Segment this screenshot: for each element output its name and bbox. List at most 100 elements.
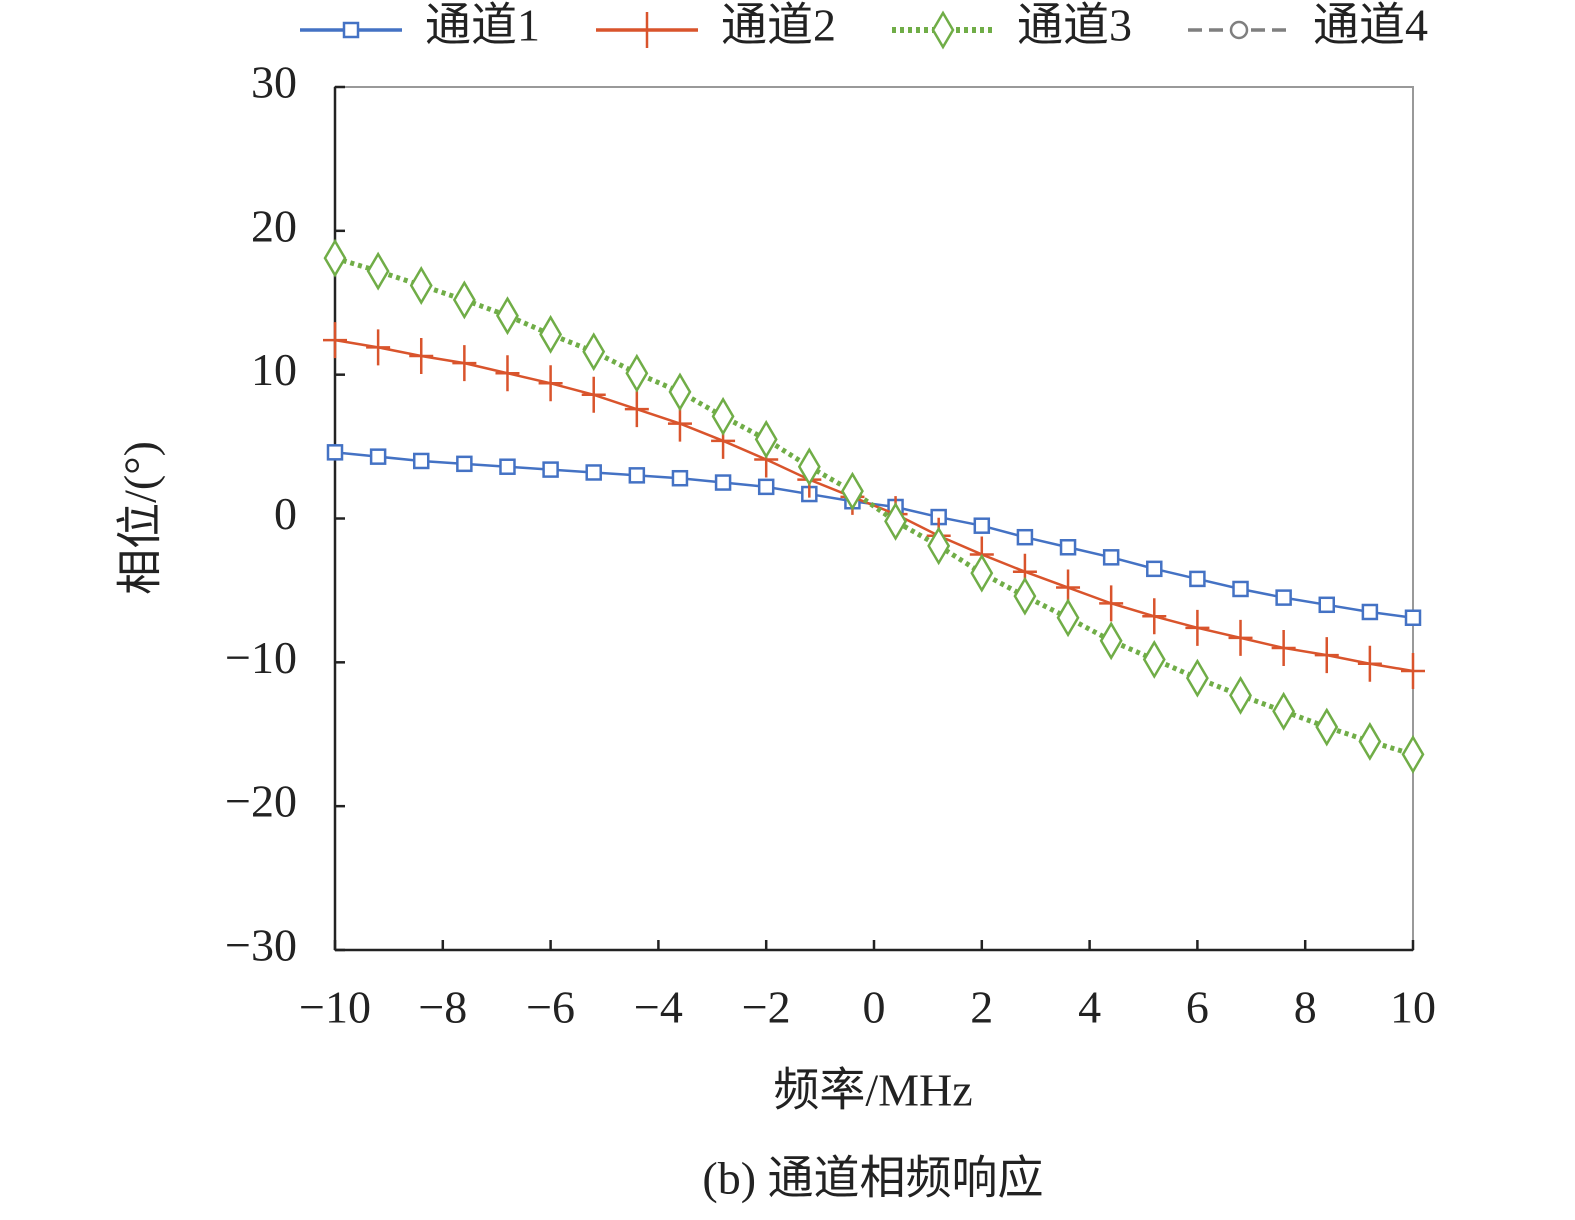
marker-shape bbox=[1401, 734, 1425, 774]
marker-shape bbox=[582, 332, 606, 372]
x-tick-label: −2 bbox=[742, 982, 791, 1033]
marker bbox=[409, 337, 434, 374]
marker bbox=[1229, 675, 1252, 715]
marker bbox=[973, 517, 991, 534]
marker-shape bbox=[369, 448, 387, 465]
marker-shape bbox=[628, 467, 646, 484]
marker-shape bbox=[931, 10, 955, 50]
marker-shape bbox=[1228, 619, 1253, 656]
marker bbox=[499, 458, 516, 475]
series-line bbox=[334, 255, 1414, 757]
marker-shape bbox=[409, 266, 433, 305]
marker-shape bbox=[323, 238, 347, 278]
marker-shape bbox=[1275, 589, 1292, 606]
legend-label: 通道3 bbox=[1017, 0, 1132, 51]
marker-shape bbox=[1232, 580, 1249, 598]
marker bbox=[1142, 598, 1167, 635]
marker-shape bbox=[1314, 637, 1339, 674]
x-tick-label: 10 bbox=[1390, 982, 1436, 1033]
marker bbox=[1016, 528, 1034, 546]
marker bbox=[323, 238, 347, 278]
marker-shape bbox=[1099, 585, 1124, 622]
x-tick-label: −10 bbox=[299, 982, 371, 1033]
marker-shape bbox=[970, 553, 994, 593]
marker-shape bbox=[671, 469, 689, 487]
y-axis-label: 相位/(°) bbox=[115, 441, 166, 595]
marker bbox=[714, 474, 732, 491]
marker-shape bbox=[499, 458, 516, 475]
marker-shape bbox=[323, 322, 347, 359]
marker-shape bbox=[452, 345, 477, 382]
marker-shape bbox=[1361, 603, 1379, 621]
marker bbox=[1314, 637, 1339, 674]
marker-shape bbox=[1059, 539, 1077, 556]
marker bbox=[711, 396, 735, 436]
marker bbox=[1013, 576, 1037, 616]
marker bbox=[342, 21, 360, 39]
marker-shape bbox=[539, 314, 563, 354]
marker-shape bbox=[711, 396, 735, 436]
y-tick-label: 20 bbox=[251, 200, 297, 251]
marker bbox=[635, 12, 659, 48]
marker-shape bbox=[668, 372, 692, 412]
marker-shape bbox=[542, 461, 559, 478]
marker-shape bbox=[409, 337, 434, 374]
marker bbox=[456, 455, 473, 473]
marker bbox=[1099, 621, 1123, 661]
marker bbox=[1272, 691, 1296, 731]
y-tick-label: 30 bbox=[251, 57, 297, 108]
caption: (b) 通道相频响应 bbox=[702, 1153, 1043, 1204]
marker bbox=[1099, 585, 1124, 622]
marker bbox=[1271, 629, 1296, 666]
marker-shape bbox=[927, 526, 951, 566]
marker-shape bbox=[840, 471, 864, 511]
marker-shape bbox=[1229, 20, 1249, 40]
marker bbox=[412, 452, 430, 470]
marker-shape bbox=[754, 419, 778, 459]
marker-shape bbox=[1318, 596, 1336, 614]
x-tick-label: 2 bbox=[970, 982, 993, 1033]
marker bbox=[1315, 707, 1339, 747]
marker-shape bbox=[1056, 598, 1080, 638]
marker bbox=[323, 322, 347, 359]
marker bbox=[757, 478, 775, 496]
marker bbox=[667, 405, 692, 442]
marker-shape bbox=[757, 478, 775, 496]
marker bbox=[1228, 619, 1253, 656]
marker bbox=[1185, 609, 1210, 646]
x-tick-label: 8 bbox=[1294, 982, 1317, 1033]
marker-shape bbox=[326, 444, 344, 461]
marker-shape bbox=[884, 501, 908, 541]
marker-shape bbox=[797, 447, 821, 487]
marker bbox=[668, 372, 692, 412]
marker-shape bbox=[1189, 570, 1206, 588]
x-tick-label: −4 bbox=[634, 982, 683, 1033]
marker-shape bbox=[585, 464, 602, 481]
marker bbox=[628, 467, 646, 484]
x-tick-label: −8 bbox=[418, 982, 467, 1033]
y-tick-label: 0 bbox=[274, 488, 297, 539]
marker-shape bbox=[496, 296, 519, 336]
x-tick-label: 4 bbox=[1078, 982, 1101, 1033]
marker bbox=[1056, 598, 1080, 638]
marker-shape bbox=[1102, 549, 1120, 566]
marker-shape bbox=[1315, 707, 1339, 747]
marker-shape bbox=[667, 405, 692, 442]
marker bbox=[1059, 539, 1077, 556]
marker bbox=[1357, 645, 1382, 682]
x-tick-label: 0 bbox=[863, 982, 886, 1033]
y-tick-label: −20 bbox=[225, 776, 297, 827]
marker-shape bbox=[366, 251, 390, 291]
marker bbox=[1102, 549, 1120, 566]
marker-shape bbox=[1401, 652, 1425, 689]
marker-shape bbox=[1271, 629, 1296, 666]
marker bbox=[582, 332, 606, 372]
marker-shape bbox=[452, 280, 476, 320]
marker bbox=[1229, 20, 1249, 40]
marker bbox=[671, 469, 689, 487]
marker bbox=[539, 314, 563, 354]
marker-shape bbox=[1013, 576, 1037, 616]
marker-shape bbox=[538, 365, 563, 402]
marker bbox=[625, 353, 649, 393]
y-tick-label: −10 bbox=[225, 632, 297, 683]
